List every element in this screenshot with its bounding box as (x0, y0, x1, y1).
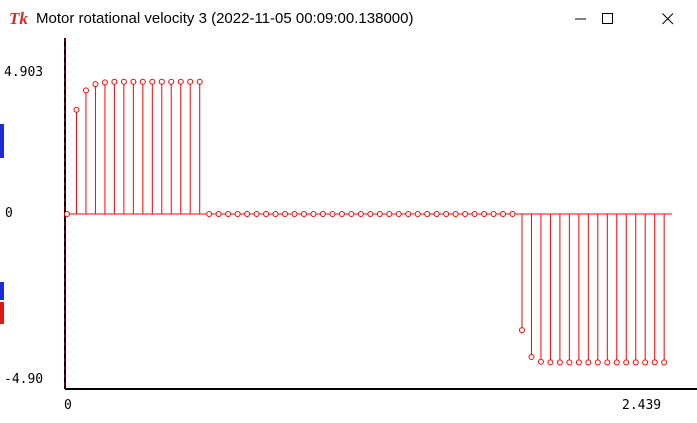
data-point (244, 211, 251, 217)
y-tick-label-zero: 0 (5, 206, 13, 221)
data-point (424, 211, 431, 217)
data-point (594, 359, 601, 366)
maximize-button[interactable] (585, 0, 631, 38)
data-point (253, 211, 260, 217)
data-point (263, 211, 270, 217)
data-point (177, 78, 184, 85)
data-point (319, 211, 326, 217)
x-tick-label-min: 0 (64, 398, 72, 413)
data-point (556, 359, 563, 366)
data-point (101, 79, 108, 86)
data-point (82, 87, 89, 94)
window-title: Motor rotational velocity 3 (2022-11-05 … (36, 10, 414, 27)
data-point (291, 211, 298, 217)
data-point (433, 211, 440, 217)
data-point (537, 358, 544, 365)
data-point (272, 211, 279, 217)
data-point (149, 78, 156, 85)
data-point (575, 359, 582, 366)
data-point (215, 211, 222, 217)
data-point (585, 359, 592, 366)
close-button[interactable] (645, 0, 691, 38)
series-0-stem-line (67, 81, 672, 363)
data-point (481, 211, 488, 217)
left-edge-marker-blue-lower (0, 282, 4, 300)
minimize-icon (575, 18, 586, 20)
data-point (661, 359, 668, 366)
chart-svg (64, 38, 697, 390)
data-point (443, 211, 450, 217)
tk-feather-icon: Tk (9, 9, 28, 28)
data-point (338, 211, 345, 217)
data-point (111, 78, 118, 85)
data-point (187, 78, 194, 85)
data-point (518, 327, 525, 334)
data-point (395, 211, 402, 217)
data-point (329, 211, 336, 217)
y-tick-label-max: 4.903 (4, 65, 44, 80)
data-point (471, 211, 478, 217)
data-point (452, 211, 459, 217)
data-point (130, 78, 137, 85)
close-icon (662, 13, 674, 25)
maximize-icon (602, 13, 613, 24)
data-point (386, 211, 393, 217)
chart-canvas[interactable]: 4.903 0 -4.90 0 2.439 (0, 38, 697, 418)
data-point (623, 359, 630, 366)
data-point (282, 211, 289, 217)
data-point (357, 211, 364, 217)
data-point (300, 211, 307, 217)
data-point (64, 211, 70, 217)
data-point (651, 359, 658, 366)
left-edge-marker-red (0, 302, 4, 324)
data-point (310, 211, 317, 217)
data-point (604, 359, 611, 366)
data-point (120, 78, 127, 85)
data-point (234, 211, 241, 217)
data-point (642, 359, 649, 366)
data-point (547, 359, 554, 366)
data-point (348, 211, 355, 217)
data-point (613, 359, 620, 366)
x-tick-label-max: 2.439 (622, 398, 662, 413)
data-point (566, 359, 573, 366)
data-point (73, 106, 80, 113)
data-point (225, 211, 232, 217)
data-point (509, 211, 516, 217)
data-point (367, 211, 374, 217)
title-bar[interactable]: Tk Motor rotational velocity 3 (2022-11-… (0, 0, 697, 38)
data-point (528, 354, 535, 361)
data-point (405, 211, 412, 217)
data-point (139, 78, 146, 85)
data-point (462, 211, 469, 217)
data-point (414, 211, 421, 217)
minimize-button[interactable] (558, 0, 604, 38)
data-point (158, 78, 165, 85)
data-point (206, 211, 213, 217)
data-point (168, 78, 175, 85)
y-tick-label-min: -4.90 (4, 372, 44, 387)
data-point (490, 211, 497, 217)
data-point (92, 81, 99, 88)
data-point (196, 78, 203, 85)
left-edge-marker-blue (0, 124, 4, 158)
data-point (376, 211, 383, 217)
data-point (632, 359, 639, 366)
data-point (500, 211, 507, 217)
